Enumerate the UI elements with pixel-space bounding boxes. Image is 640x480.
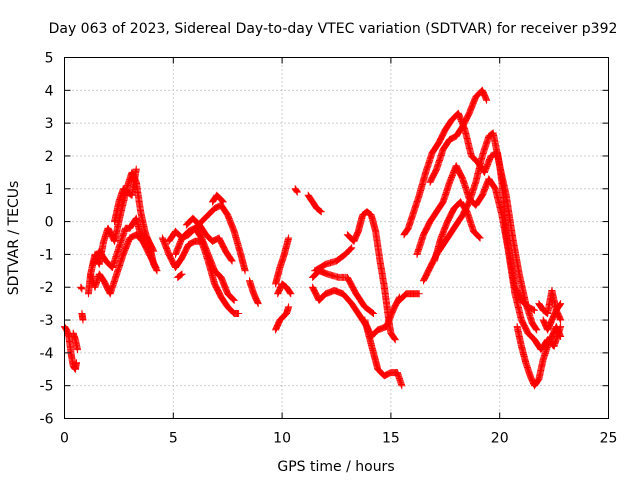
data-point-cluster-20 bbox=[304, 191, 325, 216]
y-tick-label: -1 bbox=[40, 247, 54, 263]
x-tick-label: 10 bbox=[273, 431, 291, 447]
data-point-cluster-2 bbox=[69, 329, 82, 354]
data-point-cluster-32 bbox=[430, 198, 484, 265]
y-axis-label: SDTVAR / TECUs bbox=[6, 181, 22, 296]
grid-lines bbox=[64, 57, 609, 419]
data-point-cluster-34 bbox=[535, 287, 565, 317]
data-point-cluster-6 bbox=[87, 231, 160, 298]
data-point-cluster-23 bbox=[311, 244, 356, 275]
y-tick-label: 3 bbox=[45, 116, 54, 132]
data-point-cluster-24 bbox=[343, 208, 399, 344]
data-point-cluster-18 bbox=[274, 280, 295, 298]
data-point-cluster-12 bbox=[182, 214, 236, 265]
data-point-cluster-25 bbox=[361, 316, 406, 390]
y-tick-label: -4 bbox=[40, 346, 54, 362]
data-point-cluster-35 bbox=[539, 306, 565, 334]
y-tick-label: -5 bbox=[40, 379, 54, 395]
data-point-cluster-8 bbox=[111, 165, 140, 226]
data-point-cluster-16 bbox=[272, 303, 293, 334]
data-series-sdtvar bbox=[61, 86, 565, 390]
x-axis-tick-labels: 0 5 10 15 20 25 bbox=[60, 431, 617, 447]
data-point-cluster-11 bbox=[172, 201, 249, 275]
data-point-cluster-3 bbox=[77, 283, 86, 293]
axis-ticks bbox=[64, 57, 609, 419]
data-point-cluster-33 bbox=[513, 323, 565, 390]
data-point-cluster-14 bbox=[209, 191, 227, 206]
data-point-cluster-4 bbox=[78, 310, 87, 324]
y-tick-label: 4 bbox=[45, 83, 54, 99]
data-point-cluster-27 bbox=[400, 211, 417, 239]
data-point-cluster-17 bbox=[272, 234, 293, 288]
y-tick-label: 1 bbox=[45, 182, 54, 198]
y-tick-label: -6 bbox=[40, 412, 54, 428]
y-tick-label: 2 bbox=[45, 149, 54, 165]
data-point-cluster-19 bbox=[291, 185, 301, 196]
chart-title: Day 063 of 2023, Sidereal Day-to-day VTE… bbox=[49, 21, 618, 37]
x-tick-label: 0 bbox=[60, 431, 69, 447]
x-tick-label: 20 bbox=[491, 431, 509, 447]
data-point-cluster-7 bbox=[89, 214, 158, 271]
x-axis-label: GPS time / hours bbox=[277, 459, 394, 475]
y-axis-tick-labels: -6 -5 -4 -3 -2 -1 0 1 2 3 4 5 bbox=[40, 51, 54, 428]
data-point-cluster-13 bbox=[174, 270, 186, 281]
x-tick-label: 15 bbox=[382, 431, 400, 447]
data-point-cluster-15 bbox=[246, 277, 262, 308]
data-point-cluster-9 bbox=[158, 234, 243, 317]
data-point-cluster-31 bbox=[426, 86, 491, 186]
y-tick-label: -2 bbox=[40, 280, 54, 296]
plot-frame bbox=[64, 57, 609, 419]
y-tick-label: 5 bbox=[45, 51, 54, 67]
x-tick-label: 25 bbox=[600, 431, 618, 447]
data-point-cluster-26 bbox=[396, 290, 423, 304]
y-tick-label: 0 bbox=[45, 215, 54, 231]
x-tick-label: 5 bbox=[169, 431, 178, 447]
y-tick-label: -3 bbox=[40, 313, 54, 329]
